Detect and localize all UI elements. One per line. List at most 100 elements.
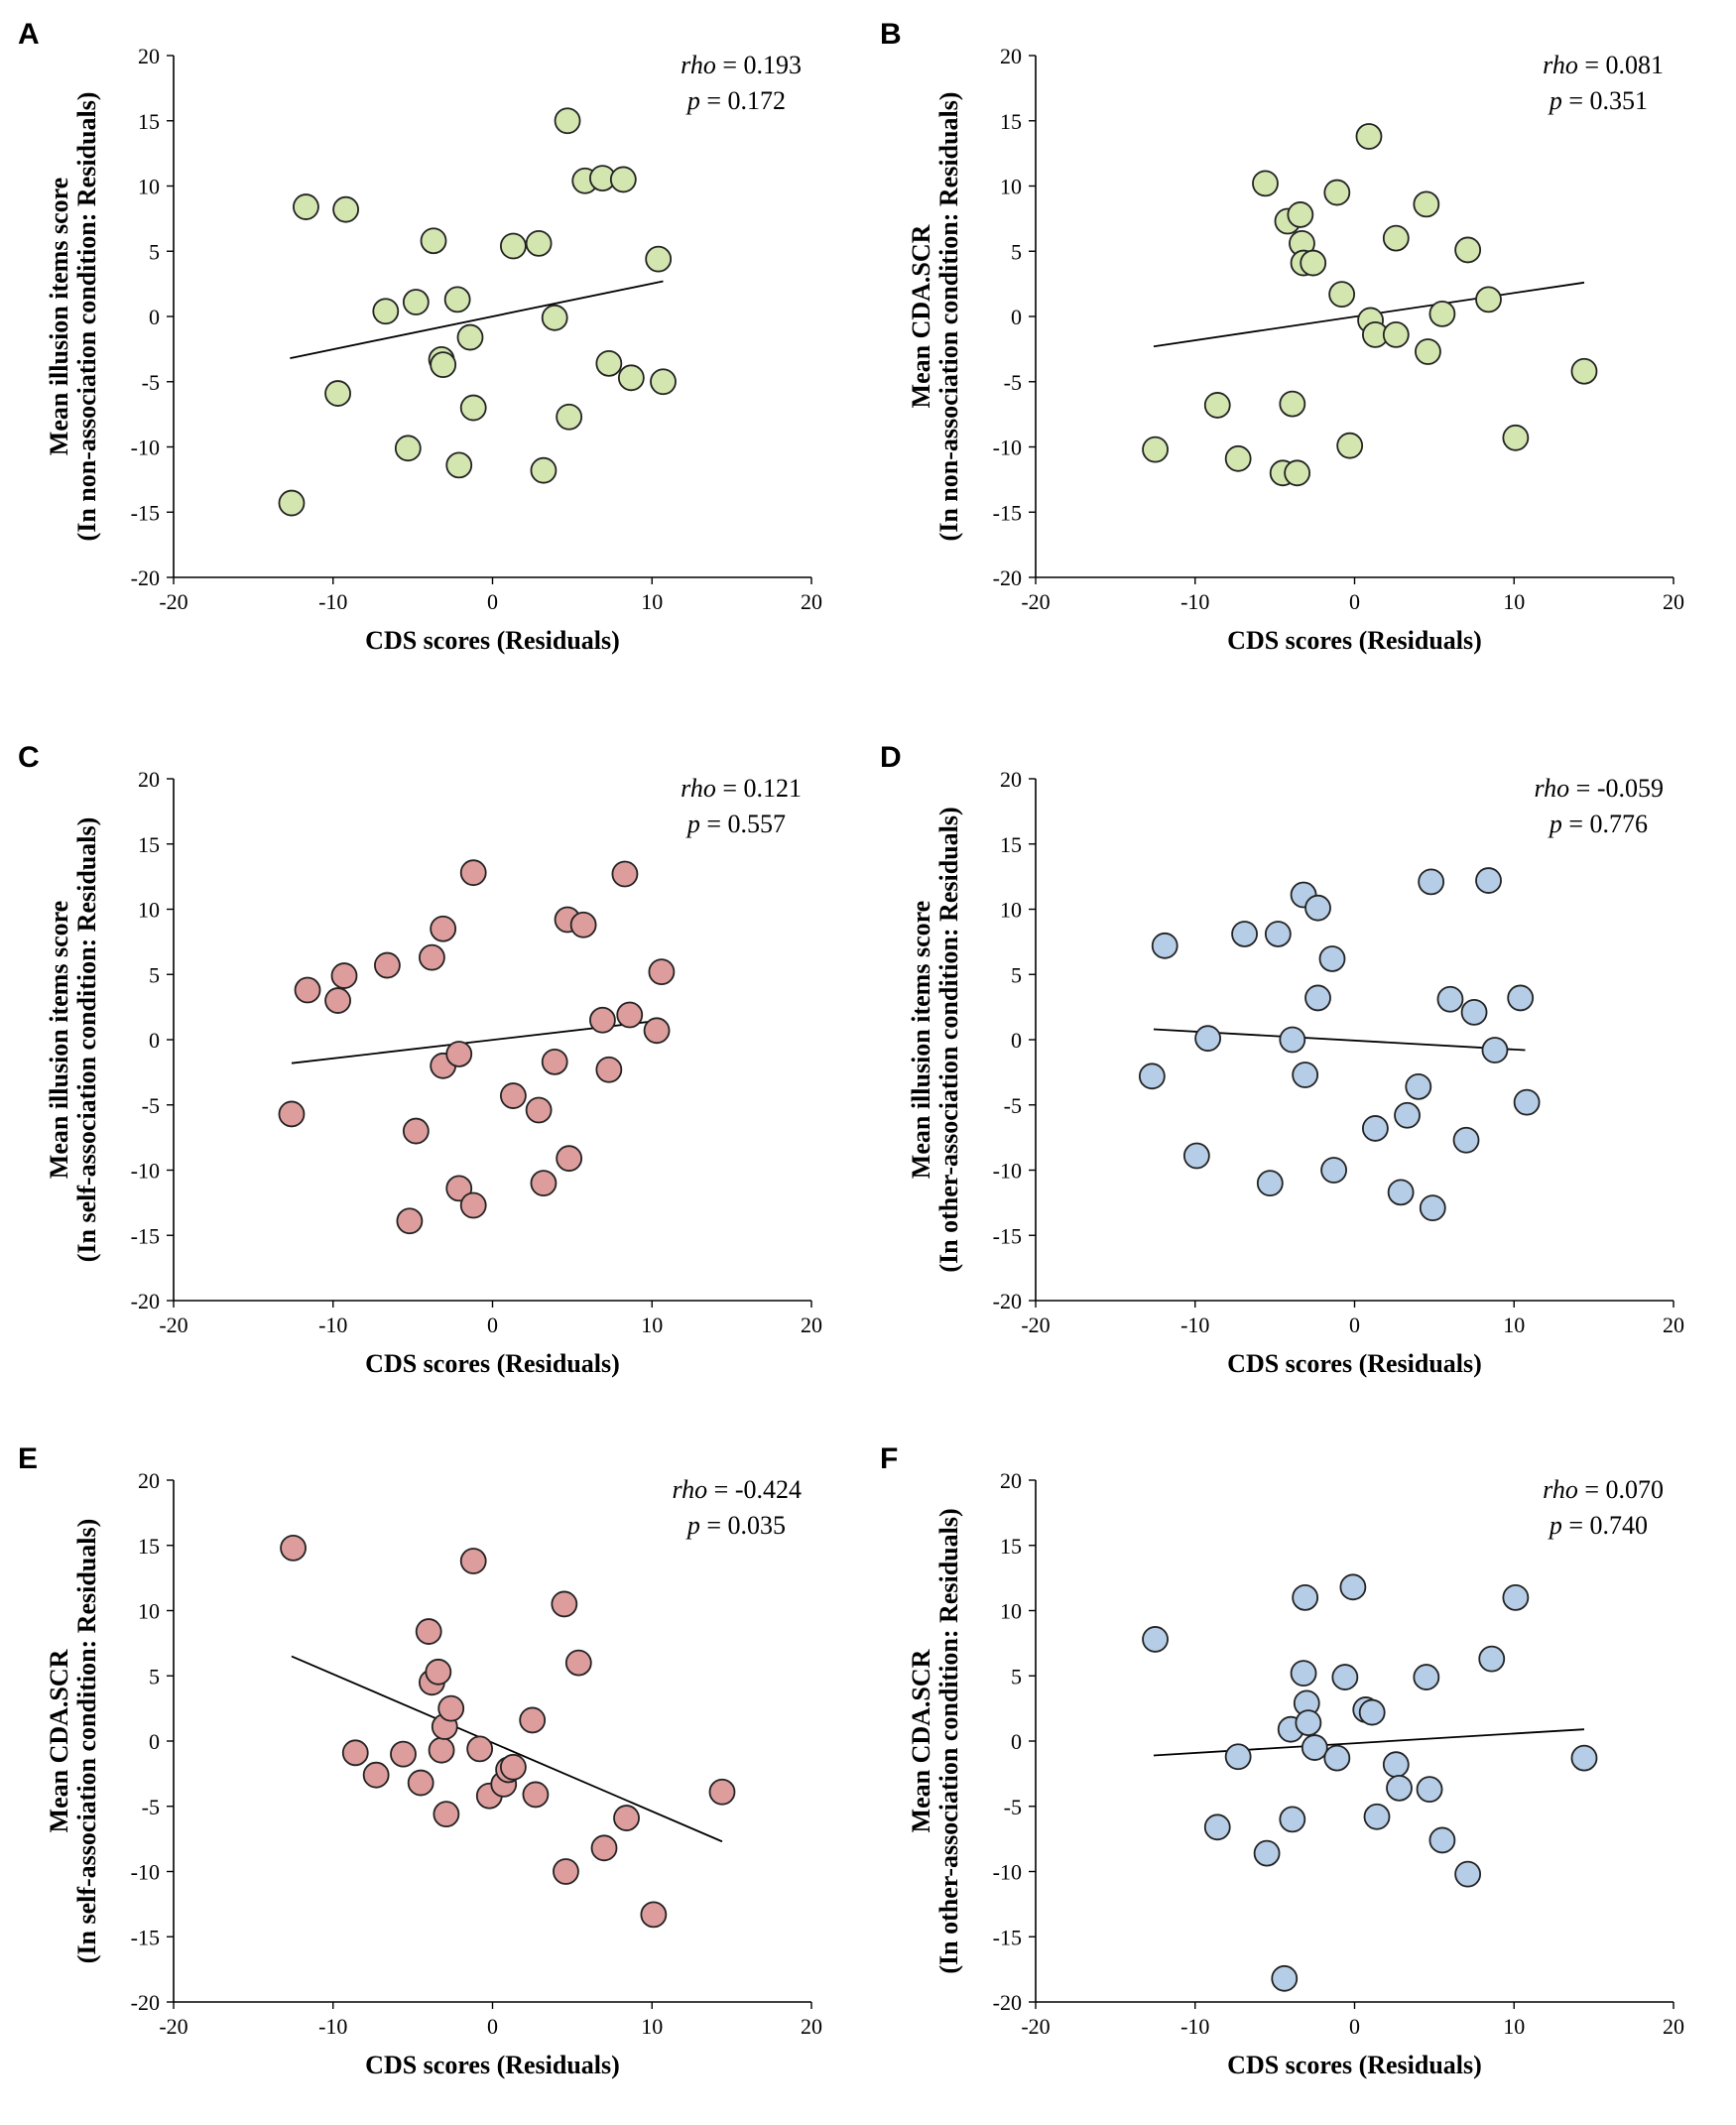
panel-letter: D	[880, 741, 902, 774]
p-symbol: p	[685, 1511, 700, 1540]
data-point	[1224, 1743, 1252, 1771]
x-tick-label: 10	[1503, 1312, 1525, 1337]
data-point	[402, 289, 430, 315]
data-point	[564, 1649, 592, 1677]
x-tick-label: -20	[1021, 2014, 1050, 2039]
data-point	[1292, 1062, 1319, 1088]
data-point	[556, 1145, 583, 1173]
x-tick-label: 10	[641, 2014, 663, 2039]
data-point	[1419, 1194, 1446, 1222]
y-tick-label: 20	[1000, 1468, 1022, 1493]
y-tick-label: 20	[138, 767, 160, 792]
y-tick-label: -15	[993, 1223, 1022, 1248]
data-point	[374, 951, 401, 979]
rho-annotation: rho = -0.059	[1535, 774, 1664, 803]
data-point	[589, 1006, 616, 1034]
data-point	[530, 456, 558, 484]
data-point	[569, 911, 597, 938]
data-point	[1502, 424, 1530, 451]
y-tick-label: 5	[149, 239, 160, 264]
y-tick-label: -15	[131, 1223, 160, 1248]
trend-line	[1153, 1728, 1585, 1757]
p-value: = 0.740	[1562, 1511, 1648, 1540]
y-tick-label: -15	[131, 1925, 160, 1949]
rho-symbol: rho	[1543, 1475, 1578, 1504]
data-point	[419, 943, 445, 971]
data-point	[456, 323, 484, 351]
data-point	[650, 368, 677, 396]
panel-a: A -20 -15 -10 -5 0 5 10 15 20 -20 -10 0 10 20 CDS sco…	[18, 18, 822, 655]
data-point	[1386, 1774, 1413, 1802]
data-point	[1418, 868, 1445, 896]
data-point	[595, 1056, 623, 1083]
p-value: = 0.351	[1562, 86, 1648, 115]
data-point	[362, 1761, 390, 1789]
panel-f: F -20 -15 -10 -5 0 5 10 15 20 -20 -10 0 10 20 CDS sco…	[880, 1442, 1684, 2079]
plot-frame	[173, 1480, 811, 2003]
data-point	[396, 1207, 424, 1235]
rho-value: = 0.081	[1578, 51, 1664, 79]
y-tick-label: -15	[993, 1925, 1022, 1949]
axis-ticks: -20 -15 -10 -5 0 5 10 15 20 -20 -10 0 10 20	[131, 767, 822, 1337]
data-point	[415, 1618, 442, 1645]
data-point	[1436, 985, 1464, 1013]
data-point	[280, 1534, 307, 1562]
data-point	[1264, 921, 1292, 947]
data-point	[556, 403, 583, 431]
y-tick-label: -20	[993, 1289, 1022, 1313]
data-point	[1182, 1142, 1210, 1170]
y-tick-label: -5	[1004, 1093, 1022, 1118]
x-tick-label: 20	[801, 2014, 822, 2039]
rho-symbol: rho	[1535, 774, 1570, 803]
data-points	[1142, 123, 1598, 487]
x-tick-label: -20	[1021, 1312, 1050, 1337]
rho-annotation: rho = 0.121	[681, 774, 802, 803]
y-tick-label: -5	[142, 1093, 160, 1118]
y-tick-label: 0	[149, 1729, 160, 1754]
x-tick-label: 0	[487, 589, 498, 614]
p-value: = 0.035	[700, 1511, 786, 1540]
data-point	[1287, 201, 1314, 228]
y-axis-title-line1: Mean CDA.SCR	[907, 1649, 935, 1832]
y-tick-label: -5	[142, 370, 160, 395]
y-tick-label: 15	[1000, 1534, 1022, 1559]
panel-letter: A	[18, 18, 40, 51]
x-tick-label: 20	[1663, 2014, 1684, 2039]
y-tick-label: 0	[1011, 1028, 1022, 1053]
data-point	[1320, 1157, 1348, 1184]
data-point	[1382, 1751, 1410, 1779]
data-point	[613, 1805, 640, 1831]
y-tick-label: -5	[1004, 1795, 1022, 1819]
data-point	[1382, 321, 1410, 348]
data-point	[1279, 1806, 1306, 1833]
p-annotation: p = 0.172	[685, 86, 786, 115]
data-point	[430, 915, 457, 942]
data-point	[407, 1769, 434, 1797]
y-tick-label: 5	[1011, 1664, 1022, 1688]
data-point	[459, 859, 487, 887]
y-axis-title-line2: (In self-association condition: Residual…	[72, 1519, 101, 1964]
y-tick-label: 5	[1011, 239, 1022, 264]
data-point	[1361, 1115, 1389, 1142]
data-point	[1292, 1583, 1319, 1611]
y-tick-label: -5	[142, 1795, 160, 1819]
data-point	[1507, 984, 1535, 1012]
data-point	[1460, 998, 1488, 1026]
y-axis-title-line1: Mean illusion items score	[45, 178, 73, 455]
data-point	[648, 958, 676, 986]
p-value: = 0.557	[700, 810, 786, 838]
data-point	[616, 1001, 644, 1029]
y-tick-label: -15	[131, 500, 160, 525]
data-point	[332, 195, 360, 223]
data-point	[1256, 1170, 1284, 1197]
y-tick-label: 10	[1000, 898, 1022, 923]
data-point	[437, 1694, 465, 1722]
rho-value: = 0.121	[716, 774, 802, 803]
x-axis-title: CDS scores (Residuals)	[365, 626, 620, 655]
y-tick-label: 0	[149, 305, 160, 329]
data-point	[1142, 436, 1169, 463]
data-point	[278, 1100, 306, 1128]
y-tick-label: 15	[1000, 109, 1022, 134]
data-point	[640, 1901, 668, 1929]
rho-symbol: rho	[1543, 51, 1578, 79]
